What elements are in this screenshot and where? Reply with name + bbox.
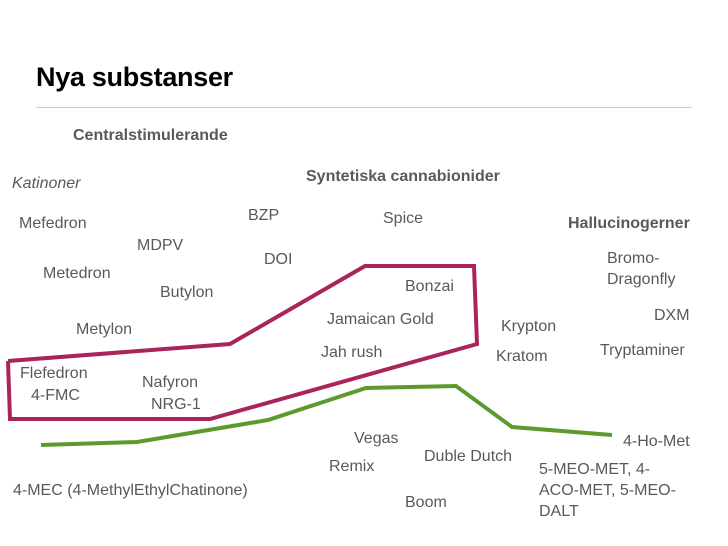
category-katinoner: Katinoner bbox=[12, 175, 81, 192]
substance-tryptaminer: Tryptaminer bbox=[600, 342, 685, 359]
substance-4-fmc: 4-FMC bbox=[31, 387, 80, 404]
substance-doi: DOI bbox=[264, 251, 293, 268]
substance-bromo-line1: Bromo- bbox=[607, 250, 660, 267]
substance-5-meo-line2: ACO-MET, 5-MEO- bbox=[539, 482, 676, 499]
substance-metylon: Metylon bbox=[76, 321, 133, 338]
substance-vegas: Vegas bbox=[354, 430, 399, 447]
substance-flefedron: Flefedron bbox=[20, 365, 88, 382]
title-divider bbox=[36, 107, 692, 108]
substance-bromo-line2: Dragonfly bbox=[607, 271, 676, 288]
substance-krypton: Krypton bbox=[501, 318, 557, 335]
substance-remix: Remix bbox=[329, 458, 375, 475]
substance-kratom: Kratom bbox=[496, 348, 548, 365]
substance-bzp: BZP bbox=[248, 207, 280, 224]
substance-metedron: Metedron bbox=[43, 265, 111, 282]
substance-boom: Boom bbox=[405, 494, 447, 511]
substance-dxm: DXM bbox=[654, 307, 690, 324]
substance-nrg-1: NRG-1 bbox=[151, 396, 201, 413]
substance-4-mec: 4-MEC (4-MethylEthylChatinone) bbox=[13, 482, 248, 499]
slide-title: Nya substanser bbox=[36, 62, 233, 92]
substance-nafyron: Nafyron bbox=[142, 374, 199, 391]
substance-5-meo-line1: 5-MEO-MET, 4- bbox=[539, 461, 651, 478]
substance-jamaican-gold: Jamaican Gold bbox=[327, 311, 434, 328]
substance-mefedron: Mefedron bbox=[19, 215, 87, 232]
substance-butylon: Butylon bbox=[160, 284, 214, 301]
substance-spice: Spice bbox=[383, 210, 424, 227]
category-centralstimulerande: Centralstimulerande bbox=[73, 127, 228, 144]
substance-5-meo-line3: DALT bbox=[539, 503, 579, 520]
category-hallucinogener: Hallucinogerner bbox=[568, 215, 690, 232]
mixture-trend-line bbox=[40, 383, 613, 447]
cannabinoid-boundary-line bbox=[6, 264, 480, 421]
substance-4-ho-met: 4-Ho-Met bbox=[623, 433, 690, 450]
substance-bonzai: Bonzai bbox=[405, 278, 454, 295]
substance-mdpv: MDPV bbox=[137, 237, 184, 254]
substance-jah-rush: Jah rush bbox=[321, 344, 383, 361]
category-syntetiska-cannabinoider: Syntetiska cannabionider bbox=[306, 168, 500, 185]
substance-duble-dutch: Duble Dutch bbox=[424, 448, 513, 465]
